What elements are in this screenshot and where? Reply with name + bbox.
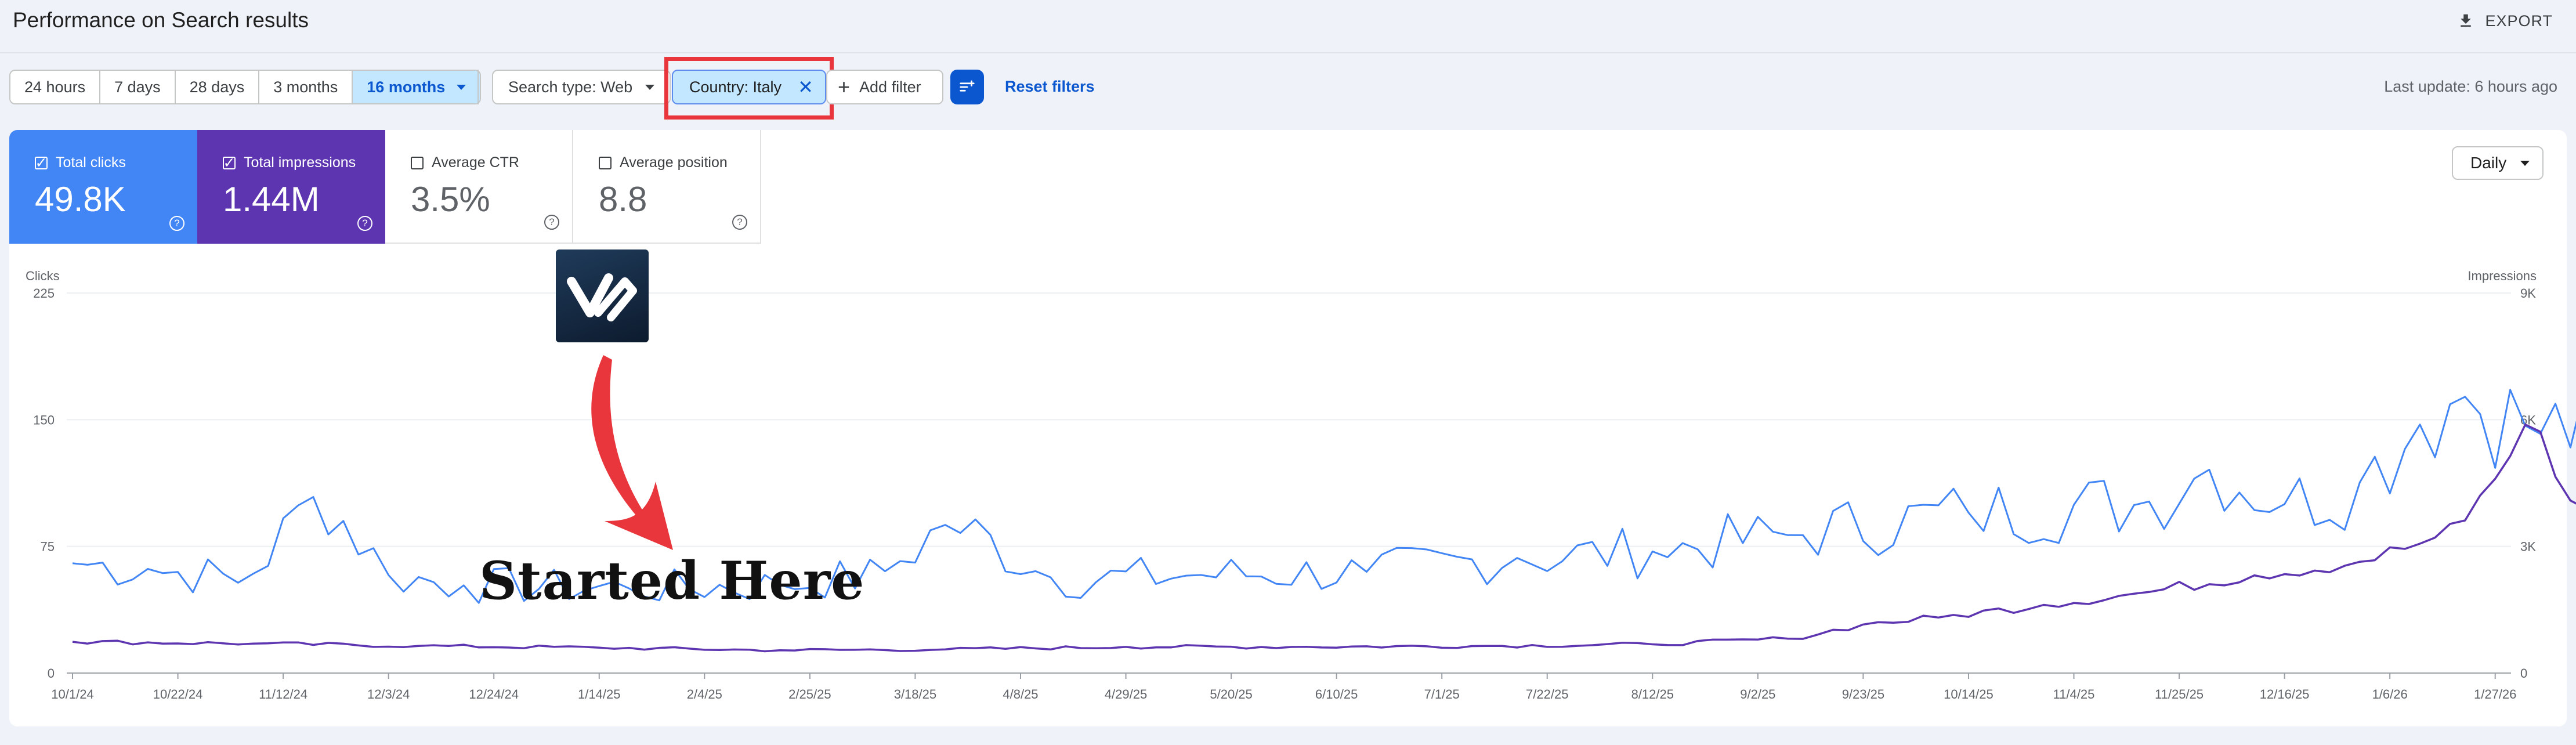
toolbar-divider — [477, 70, 479, 104]
help-icon[interactable]: ? — [732, 215, 747, 230]
x-tick-label: 9/23/25 — [1842, 687, 1884, 701]
checkbox-checked-icon[interactable]: ✓ — [223, 154, 236, 171]
metric-label: Average position — [620, 154, 728, 171]
range-label: 7 days — [114, 78, 161, 96]
close-icon[interactable]: ✕ — [798, 77, 813, 97]
left-tick-label: 150 — [33, 413, 55, 427]
reset-filters-link[interactable]: Reset filters — [1005, 78, 1095, 95]
caret-down-icon — [645, 84, 655, 90]
add-filter-label: Add filter — [859, 78, 921, 96]
impressions-series-line — [72, 423, 2576, 653]
left-axis-title: Clicks — [26, 269, 60, 283]
metric-total-impressions[interactable]: ✓ Total impressions 1.44M ? — [197, 130, 385, 244]
x-tick-label: 11/25/25 — [2155, 687, 2204, 701]
x-tick-label: 2/4/25 — [687, 687, 722, 701]
date-range-selector: 24 hours 7 days 28 days 3 months 16 mont… — [9, 70, 482, 104]
x-tick-label: 1/27/26 — [2474, 687, 2516, 701]
search-type-filter[interactable]: Search type: Web — [492, 70, 671, 104]
metric-value: 8.8 — [599, 180, 647, 219]
x-tick-label: 12/16/25 — [2260, 687, 2310, 701]
plus-icon: + — [838, 75, 851, 99]
granularity-select[interactable]: Daily — [2452, 146, 2544, 180]
range-label: 16 months — [367, 78, 446, 96]
export-label: EXPORT — [2485, 12, 2553, 30]
x-tick-label: 12/3/24 — [367, 687, 410, 701]
header-divider — [0, 52, 2576, 53]
annotation-label: Started Here — [479, 550, 865, 612]
search-type-label: Search type: Web — [508, 78, 633, 96]
metric-average-position[interactable]: Average position 8.8 ? — [573, 130, 761, 244]
download-icon — [2461, 14, 2472, 27]
right-tick-label: 3K — [2520, 540, 2536, 554]
x-tick-label: 2/25/25 — [788, 687, 831, 701]
add-filter-button[interactable]: + Add filter — [826, 70, 943, 104]
help-icon[interactable]: ? — [544, 215, 559, 230]
metric-label: Average CTR — [432, 154, 519, 171]
metric-label: Total clicks — [56, 154, 126, 171]
x-tick-label: 6/10/25 — [1315, 687, 1358, 701]
clicks-series-line — [72, 389, 2576, 604]
range-24-hours[interactable]: 24 hours — [10, 71, 101, 103]
help-icon[interactable]: ? — [357, 216, 372, 231]
caret-down-icon — [457, 84, 466, 90]
export-button[interactable]: EXPORT — [2457, 8, 2553, 34]
last-update-text: Last update: 6 hours ago — [2384, 78, 2557, 95]
checkbox-unchecked-icon[interactable] — [599, 156, 612, 169]
range-label: 24 hours — [24, 78, 86, 96]
x-tick-label: 10/1/24 — [51, 687, 93, 701]
x-tick-label: 4/8/25 — [1003, 687, 1038, 701]
brand-logo — [556, 249, 649, 342]
x-tick-label: 10/22/24 — [153, 687, 203, 701]
annotation-arrow-shaft — [591, 355, 667, 545]
x-tick-label: 12/24/24 — [469, 687, 519, 701]
filter-list-icon — [960, 80, 975, 92]
x-tick-label: 11/4/25 — [2053, 687, 2095, 701]
x-tick-label: 7/22/25 — [1526, 687, 1568, 701]
range-label: 28 days — [189, 78, 245, 96]
metric-value: 1.44M — [223, 180, 320, 219]
country-filter-chip[interactable]: Country: Italy ✕ — [672, 70, 826, 104]
page-title: Performance on Search results — [13, 8, 309, 32]
checkbox-checked-icon[interactable]: ✓ — [35, 154, 48, 171]
metric-value: 49.8K — [35, 180, 126, 219]
right-tick-label: 0 — [2520, 666, 2527, 681]
x-tick-label: 1/6/26 — [2372, 687, 2408, 701]
x-tick-label: 10/14/25 — [1944, 687, 1993, 701]
metric-label: Total impressions — [244, 154, 356, 171]
metric-average-ctr[interactable]: Average CTR 3.5% ? — [385, 130, 573, 244]
left-tick-label: 75 — [41, 540, 55, 554]
range-16-months[interactable]: 16 months — [353, 71, 480, 103]
metric-value: 3.5% — [411, 180, 490, 219]
x-tick-label: 3/18/25 — [894, 687, 936, 701]
range-28-days[interactable]: 28 days — [176, 71, 260, 103]
left-tick-label: 225 — [33, 286, 55, 301]
x-tick-label: 11/12/24 — [259, 687, 307, 701]
x-tick-label: 5/20/25 — [1210, 687, 1252, 701]
x-tick-label: 4/29/25 — [1105, 687, 1147, 701]
x-tick-label: 9/2/25 — [1740, 687, 1775, 701]
range-3-months[interactable]: 3 months — [259, 71, 353, 103]
country-filter-label: Country: Italy — [689, 78, 782, 96]
right-axis-title: Impressions — [2468, 269, 2537, 283]
range-7-days[interactable]: 7 days — [100, 71, 176, 103]
granularity-label: Daily — [2470, 154, 2507, 172]
x-tick-label: 1/14/25 — [578, 687, 620, 701]
x-tick-label: 7/1/25 — [1424, 687, 1460, 701]
right-tick-label: 9K — [2520, 286, 2536, 301]
help-icon[interactable]: ? — [169, 216, 184, 231]
metric-total-clicks[interactable]: ✓ Total clicks 49.8K ? — [9, 130, 197, 244]
range-label: 3 months — [273, 78, 338, 96]
checkbox-unchecked-icon[interactable] — [411, 156, 424, 169]
left-tick-label: 0 — [48, 666, 55, 681]
caret-down-icon — [2520, 160, 2530, 166]
filter-settings-button[interactable] — [950, 70, 984, 104]
x-tick-label: 8/12/25 — [1631, 687, 1674, 701]
logo-mark-icon — [567, 273, 637, 321]
annotation-arrow-head — [605, 482, 673, 550]
